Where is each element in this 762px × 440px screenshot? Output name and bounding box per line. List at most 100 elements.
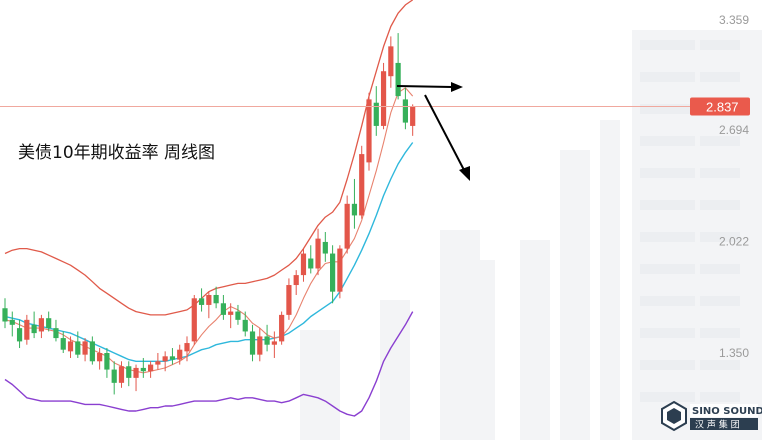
candle-body bbox=[206, 294, 212, 305]
candle-body bbox=[344, 203, 350, 249]
down-arrow-head-icon bbox=[459, 166, 470, 181]
candle bbox=[75, 331, 81, 358]
candle-body bbox=[337, 248, 343, 292]
candle bbox=[308, 245, 314, 274]
candle bbox=[395, 33, 401, 100]
candle bbox=[191, 294, 197, 345]
candle bbox=[60, 331, 66, 353]
bg-window bbox=[640, 392, 695, 402]
candle-body bbox=[111, 369, 117, 383]
candle bbox=[162, 351, 168, 372]
candle-body bbox=[388, 46, 394, 77]
y-tick-label: 2.694 bbox=[719, 123, 749, 137]
candle bbox=[410, 104, 416, 136]
candle-body bbox=[380, 71, 387, 126]
candle bbox=[242, 311, 248, 337]
candle-body bbox=[351, 203, 358, 216]
last-price-tag: 2.837 bbox=[690, 97, 750, 116]
candle bbox=[279, 311, 285, 345]
candle-body bbox=[242, 319, 248, 332]
last-price-tag-bg bbox=[690, 97, 750, 116]
candle bbox=[330, 245, 336, 304]
candle-body bbox=[60, 338, 66, 350]
candle bbox=[351, 178, 358, 229]
candle-body bbox=[279, 314, 285, 342]
candle-body bbox=[228, 311, 234, 315]
candle-body bbox=[9, 319, 15, 325]
candle bbox=[177, 344, 183, 365]
indicator-lines bbox=[4, 0, 414, 417]
candle-body bbox=[126, 366, 132, 378]
bg-window bbox=[640, 360, 695, 370]
y-tick-label: 2.022 bbox=[719, 235, 749, 249]
candle-body bbox=[46, 318, 52, 329]
candle-body bbox=[177, 349, 183, 360]
candle bbox=[235, 304, 241, 325]
candle bbox=[38, 314, 44, 339]
bg-window bbox=[640, 40, 695, 50]
background-pattern bbox=[300, 30, 762, 440]
candle bbox=[322, 231, 328, 262]
y-tick-label: 3.359 bbox=[719, 13, 749, 27]
trend-arrows bbox=[396, 82, 470, 181]
candle bbox=[315, 228, 321, 276]
bg-block bbox=[300, 330, 340, 440]
candle-body bbox=[366, 99, 372, 163]
candle-body bbox=[97, 353, 103, 362]
candle bbox=[300, 248, 307, 282]
candle-body bbox=[75, 341, 81, 355]
down-arrow-shaft bbox=[424, 94, 465, 171]
y-tick-label: 1.350 bbox=[719, 346, 749, 360]
flat-arrow-head-icon bbox=[451, 82, 463, 92]
candle bbox=[249, 324, 256, 362]
candle-body bbox=[322, 241, 328, 254]
bg-window bbox=[700, 296, 740, 306]
candle-body bbox=[148, 364, 154, 372]
logo-text-cn: 汉 声 集 团 bbox=[695, 419, 740, 431]
bg-block bbox=[380, 300, 410, 440]
candle bbox=[140, 357, 146, 378]
candle-body bbox=[213, 294, 219, 304]
candle bbox=[82, 338, 88, 362]
candle bbox=[264, 324, 270, 352]
bg-window bbox=[700, 136, 740, 146]
candle-body bbox=[198, 298, 205, 305]
logo-hexagon-inner bbox=[667, 408, 681, 424]
candle-body bbox=[300, 253, 307, 276]
candle-body bbox=[359, 154, 365, 216]
candle-body bbox=[155, 361, 161, 365]
bg-window bbox=[640, 232, 695, 242]
candle bbox=[46, 311, 52, 332]
candle-body bbox=[118, 366, 125, 383]
candle-body bbox=[410, 106, 416, 126]
candle-body bbox=[315, 238, 321, 269]
candle bbox=[388, 36, 394, 88]
candle bbox=[118, 361, 125, 388]
candle bbox=[89, 336, 95, 365]
candles-layer bbox=[2, 33, 416, 395]
candle-body bbox=[89, 341, 95, 362]
logo-text-en: SINO SOUND bbox=[692, 406, 762, 417]
ma-short-line bbox=[4, 87, 414, 374]
candle-body bbox=[82, 341, 88, 355]
candle bbox=[126, 361, 132, 387]
candle bbox=[213, 286, 219, 309]
bg-block bbox=[600, 120, 620, 440]
chart-title: 美债10年期收益率 周线图 bbox=[18, 143, 215, 163]
candle-body bbox=[133, 367, 139, 378]
candle-body bbox=[31, 324, 37, 334]
candle bbox=[220, 294, 226, 320]
candle-body bbox=[373, 102, 379, 126]
candle bbox=[16, 319, 23, 349]
candle bbox=[373, 86, 379, 136]
candle bbox=[111, 361, 117, 395]
candle-body bbox=[257, 336, 263, 355]
candle bbox=[402, 87, 408, 130]
bg-block bbox=[560, 150, 590, 440]
candle bbox=[2, 298, 8, 329]
logo-en-bg bbox=[690, 404, 758, 417]
candle-body bbox=[271, 341, 277, 345]
candle bbox=[184, 336, 190, 362]
candle bbox=[206, 291, 212, 319]
candle-body bbox=[249, 331, 256, 355]
